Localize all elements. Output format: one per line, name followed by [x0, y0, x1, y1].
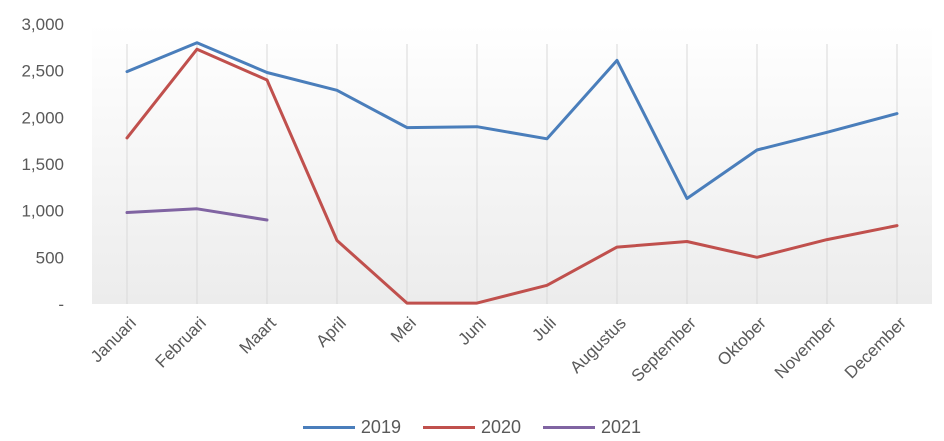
y-tick-label: 2,000 — [21, 108, 64, 127]
x-tick-label: Juni — [454, 313, 489, 348]
legend-item-2020: 2020 — [422, 417, 522, 438]
legend-swatch — [302, 426, 355, 429]
x-tick-label: Mei — [387, 313, 420, 346]
series-line-2020 — [125, 47, 899, 305]
series-line-2021 — [125, 207, 269, 222]
plot-area — [92, 24, 932, 304]
x-tick-label: November — [771, 313, 840, 382]
x-tick-label: December — [841, 313, 910, 382]
y-tick-label: 500 — [36, 248, 64, 267]
y-tick-label: 3,000 — [21, 15, 64, 34]
legend-label: 2021 — [601, 417, 642, 437]
x-tick-label: Februari — [152, 313, 210, 371]
legend-label: 2019 — [360, 417, 401, 437]
legend-swatch — [422, 426, 475, 429]
legend-item-2019: 2019 — [302, 417, 401, 438]
x-tick-label: Oktober — [714, 313, 770, 369]
x-tick-label: Maart — [236, 313, 280, 357]
x-tick-label: September — [628, 313, 700, 385]
y-tick-label: 2,500 — [21, 62, 64, 81]
x-tick-label: April — [312, 313, 349, 350]
y-tick-label: 1,000 — [21, 202, 64, 221]
legend-item-2021: 2021 — [543, 417, 641, 438]
legend-swatch — [543, 426, 596, 429]
legend: 2019 2020 2021 — [0, 417, 944, 438]
legend-label: 2020 — [480, 417, 522, 437]
x-tick-label: Augustus — [566, 313, 630, 377]
x-tick-label: Juli — [528, 313, 559, 344]
y-tick-label: 1,500 — [21, 155, 64, 174]
x-tick-label: Januari — [87, 313, 140, 366]
line-chart: - 500 1,000 1,500 2,000 2,500 3,000 Januari Feb… — [21, 15, 932, 386]
y-tick-label: - — [58, 295, 64, 314]
series-line-2019 — [125, 41, 899, 200]
